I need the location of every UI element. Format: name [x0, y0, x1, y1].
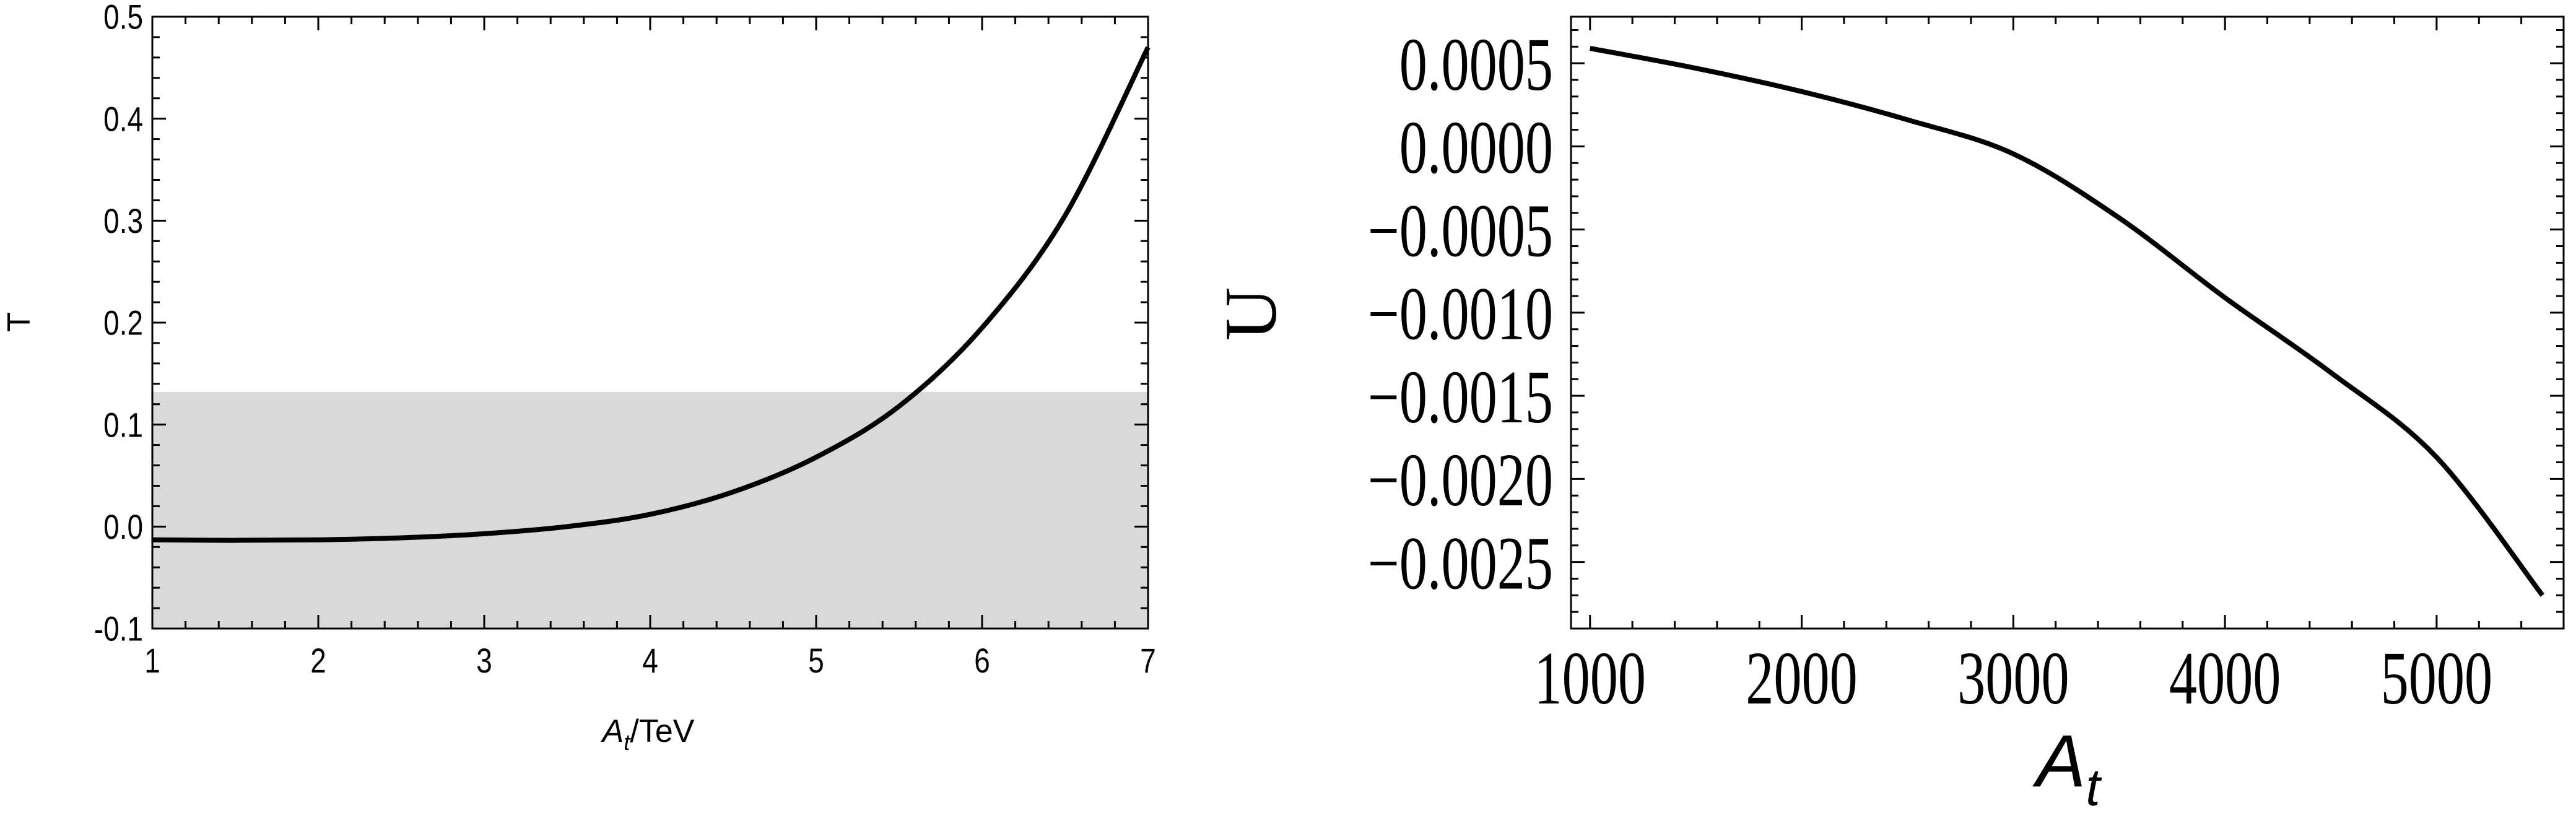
- x-axis-title: At: [2032, 720, 2102, 816]
- y-tick-label: 0.0005: [1399, 23, 1553, 107]
- x-tick-label: 6: [974, 642, 990, 680]
- t-parameter-plot: 1 2 3 4 5 6 7 -0.1 0.0 0.1 0.2 0.3 0.4 0.5 At/TeV T: [1, 0, 1156, 755]
- series-line: [1590, 46, 2544, 597]
- y-tick-label: -0.1: [94, 609, 143, 648]
- x-tick-label: 4: [642, 642, 658, 680]
- plot-frame: [1570, 15, 2565, 630]
- x-axis-title-main: A: [601, 713, 624, 749]
- y-tick-label: 0.0: [103, 508, 143, 546]
- x-tick-label: 5000: [2381, 637, 2493, 720]
- x-tick-label: 5: [808, 642, 824, 680]
- y-tick-label: −0.0020: [1368, 438, 1553, 522]
- y-tick-label: 0.2: [103, 303, 143, 342]
- allowed-region-band: [152, 391, 1148, 629]
- y-tick-label: −0.0015: [1368, 355, 1553, 439]
- series-line: [152, 46, 1151, 543]
- x-tick-label: 7: [1140, 642, 1156, 680]
- x-tick-label: 4000: [2169, 637, 2281, 720]
- x-axis-title-sub: t: [624, 729, 631, 755]
- x-tick-label: 1: [144, 642, 160, 680]
- y-tick-label: −0.0025: [1368, 521, 1553, 605]
- y-tick-label: 0.4: [103, 100, 143, 138]
- y-tick-label: 0.0000: [1399, 106, 1553, 189]
- u-parameter-plot: 1000 2000 3000 4000 50000.00050.0000−0.0005−…: [1209, 15, 2565, 816]
- y-tick-label: −0.0010: [1368, 272, 1553, 356]
- x-axis-title-sub: t: [2086, 758, 2102, 816]
- plot-frame: [151, 15, 1149, 630]
- x-axis-title-rest: /TeV: [630, 713, 694, 749]
- x-tick-label: 3000: [1957, 637, 2069, 720]
- x-tick-label: 2: [310, 642, 326, 680]
- y-tick-label: 0.1: [103, 406, 143, 444]
- x-tick-label: 1000: [1534, 637, 1646, 720]
- y-tick-label: 0.3: [103, 202, 143, 240]
- y-axis-title: U: [1209, 287, 1292, 341]
- x-axis-title: At/TeV: [601, 713, 695, 755]
- x-tick-label: 2000: [1746, 637, 1858, 720]
- y-tick-label: −0.0005: [1368, 189, 1553, 272]
- y-tick-label: 0.5: [103, 0, 143, 37]
- x-tick-label: 3: [476, 642, 492, 680]
- x-axis-title-main: A: [2032, 720, 2086, 803]
- y-axis-title: T: [1, 312, 37, 332]
